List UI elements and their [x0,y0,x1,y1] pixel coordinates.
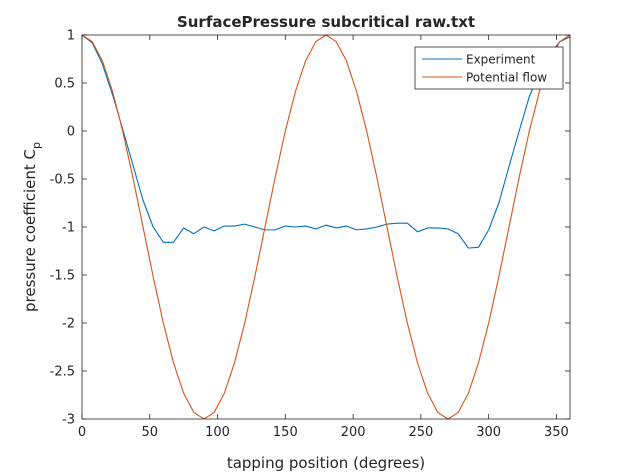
y-tick-label: -2.5 [50,365,75,380]
legend[interactable]: Experiment Potential flow [414,46,564,90]
y-tick-label: -0.5 [50,173,75,188]
x-tick-label: 250 [408,425,433,440]
x-tick-label: 50 [142,425,159,440]
x-tick-label: 0 [78,425,86,440]
axes-background [82,35,570,419]
x-tick-label: 100 [205,425,230,440]
y-tick-label: -1.5 [50,269,75,284]
y-tick-label: 0 [67,125,75,140]
x-tick-label: 150 [273,425,298,440]
y-tick-label: 1 [67,29,75,44]
legend-label-experiment: Experiment [466,53,536,67]
y-tick-label: 0.5 [54,77,75,92]
y-tick-label: -1 [62,221,75,236]
legend-box [414,46,564,90]
tick-layer: 0 50 100 150 200 250 300 350 1 0.5 0 -0.5 -1 -1.5 -2 -2… [50,29,570,440]
legend-label-potential-flow: Potential flow [466,71,547,85]
x-tick-label: 300 [476,425,501,440]
y-axis-label: pressure coefficient Cp [21,142,43,312]
x-axis-label: tapping position (degrees) [227,454,425,472]
series-line-experiment [81,34,571,249]
x-tick-label: 350 [544,425,569,440]
y-axis-label-main: pressure coefficient C [21,149,39,312]
y-axis-label-subscript: p [30,142,43,149]
x-tick-label: 200 [341,425,366,440]
y-tick-label: -3 [62,413,75,428]
y-tick-label: -2 [62,317,75,332]
chart-title: SurfacePressure subcritical raw.txt [177,13,475,31]
